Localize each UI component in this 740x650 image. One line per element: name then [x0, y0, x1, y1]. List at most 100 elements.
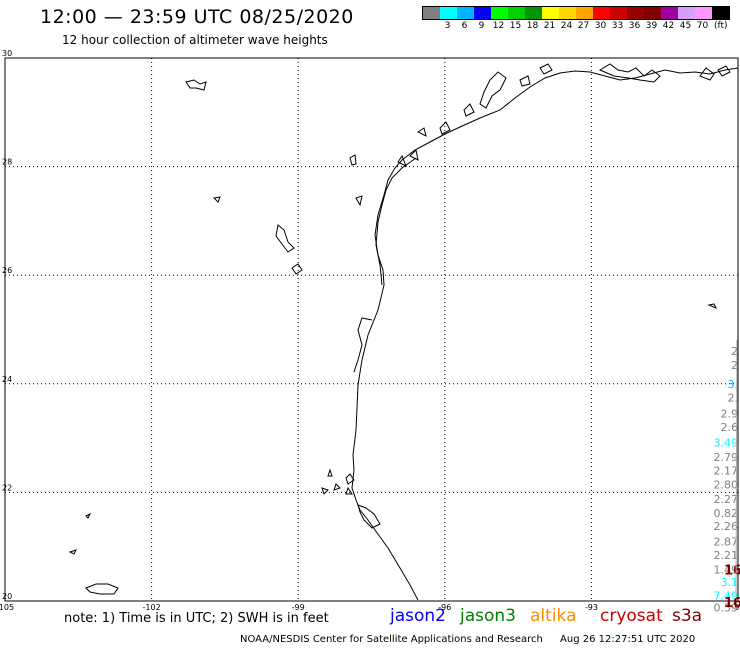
footer-credit: NOAA/NESDIS Center for Satellite Applica… — [240, 634, 695, 645]
legend-swatch — [559, 7, 576, 19]
latitude-label: 22 — [2, 483, 12, 492]
latitude-label: 28 — [2, 158, 12, 167]
wave-height-value: 2.9 — [721, 408, 739, 421]
chart-title: 12:00 — 23:59 UTC 08/25/2020 — [40, 6, 354, 28]
legend-label: 24 — [560, 21, 573, 31]
cryosat-value: 16 — [724, 596, 740, 611]
satellite-track — [735, 339, 738, 596]
wave-height-value: 0.82 — [714, 507, 739, 520]
lagoon-madre — [353, 317, 373, 373]
legend-unit: (ft) — [714, 21, 728, 31]
inland-lake-2 — [355, 195, 363, 207]
satellite-cryosat: cryosat — [600, 606, 663, 626]
wave-height-value: 2 — [731, 345, 738, 358]
inland-lake-1 — [349, 154, 357, 166]
texas-bay-upper — [479, 71, 507, 109]
legend-label: 21 — [543, 21, 556, 31]
longitude-label: -99 — [292, 603, 305, 612]
legend-swatch — [695, 7, 712, 19]
legend-swatch — [457, 7, 474, 19]
satellite-altika: altika — [530, 606, 577, 626]
legend-swatch — [525, 7, 542, 19]
offshore-marks — [707, 303, 718, 309]
legend-label: 45 — [679, 21, 692, 31]
louisiana-delta — [598, 63, 661, 83]
wave-height-value: 2. — [728, 391, 739, 404]
veracruz-marks — [321, 468, 355, 495]
legend-label: 30 — [594, 21, 607, 31]
wave-height-value: 2.26 — [714, 520, 739, 533]
legend-swatch — [593, 7, 610, 19]
barrier-island — [375, 157, 417, 286]
legend-swatch — [440, 7, 457, 19]
legend-swatch — [491, 7, 508, 19]
wave-height-value: 2.80 — [714, 478, 739, 491]
wave-height-value: 7.49 — [714, 590, 739, 603]
wave-height-value: 3.49 — [714, 436, 739, 449]
credit-text: NOAA/NESDIS Center for Satellite Applica… — [240, 634, 543, 645]
pacific-island-2 — [68, 512, 92, 555]
bay-marks — [397, 63, 553, 168]
legend-label: 33 — [611, 21, 624, 31]
legend-label: 70 — [696, 21, 709, 31]
latitude-label: 26 — [2, 266, 12, 275]
latitude-label: 30 — [2, 49, 12, 58]
coastline — [68, 63, 739, 601]
legend-swatch — [712, 7, 729, 19]
inland-lake-4 — [291, 263, 303, 275]
legend-swatch — [627, 7, 644, 19]
mexico-gulf-coast — [351, 67, 739, 601]
cryosat-value: 16 — [724, 564, 740, 579]
inland-lake-3 — [275, 224, 295, 253]
latitude-label: 24 — [2, 375, 12, 384]
inland-lake-5 — [185, 79, 207, 91]
latitude-label: 20 — [2, 592, 12, 601]
wave-height-value: 2.17 — [714, 465, 739, 478]
legend-label: 39 — [645, 21, 658, 31]
delta-east — [699, 65, 731, 81]
longitude-label: -96 — [438, 603, 451, 612]
longitude-label: -90 — [731, 603, 740, 612]
legend-label: 18 — [526, 21, 539, 31]
wave-height-value: 2.87 — [714, 535, 739, 548]
satellite-jason2: jason2 — [390, 606, 446, 626]
map-frame — [4, 57, 739, 602]
graticule — [4, 57, 739, 602]
wave-height-value: 3. — [728, 378, 739, 391]
wave-height-value: 3.1 — [721, 576, 739, 589]
satellite-s3a: s3a — [672, 606, 703, 626]
legend-swatch — [610, 7, 627, 19]
satellite-jason3: jason3 — [460, 606, 516, 626]
legend-label: 12 — [492, 21, 505, 31]
timestamp-text: Aug 26 12:27:51 UTC 2020 — [560, 634, 696, 645]
wave-height-value: 2.21 — [714, 549, 739, 562]
legend-label: 6 — [461, 21, 468, 31]
legend-label: 15 — [509, 21, 522, 31]
wave-height-value: 1.49 — [714, 564, 739, 577]
legend-swatch — [542, 7, 559, 19]
wave-height-value: 0.59 — [714, 602, 739, 615]
wave-height-value: 2.79 — [714, 451, 739, 464]
chart-subtitle: 12 hour collection of altimeter wave hei… — [62, 33, 328, 47]
campeche-lagoon — [357, 504, 381, 529]
legend-swatch — [661, 7, 678, 19]
legend-swatch — [423, 7, 440, 19]
note-text: note: 1) Time is in UTC; 2) SWH is in fe… — [64, 611, 329, 626]
longitude-label: -93 — [585, 603, 598, 612]
legend-label: 27 — [577, 21, 590, 31]
legend-label: 9 — [478, 21, 485, 31]
wave-height-value: 2.27 — [714, 493, 739, 506]
legend-label: 36 — [628, 21, 641, 31]
legend-swatch — [678, 7, 695, 19]
color-legend — [422, 6, 730, 20]
wave-height-value: 2.6 — [721, 421, 739, 434]
inland-lake-6 — [212, 196, 221, 203]
wave-height-value: 2 — [731, 359, 738, 372]
legend-swatch — [474, 7, 491, 19]
legend-swatch — [508, 7, 525, 19]
legend-swatch — [644, 7, 661, 19]
legend-swatch — [576, 7, 593, 19]
longitude-label: -105 — [0, 603, 14, 612]
coordinate-labels: 30 28 26 24 22 20 -105 -102 -99 -96 -93 -90 — [0, 49, 740, 612]
